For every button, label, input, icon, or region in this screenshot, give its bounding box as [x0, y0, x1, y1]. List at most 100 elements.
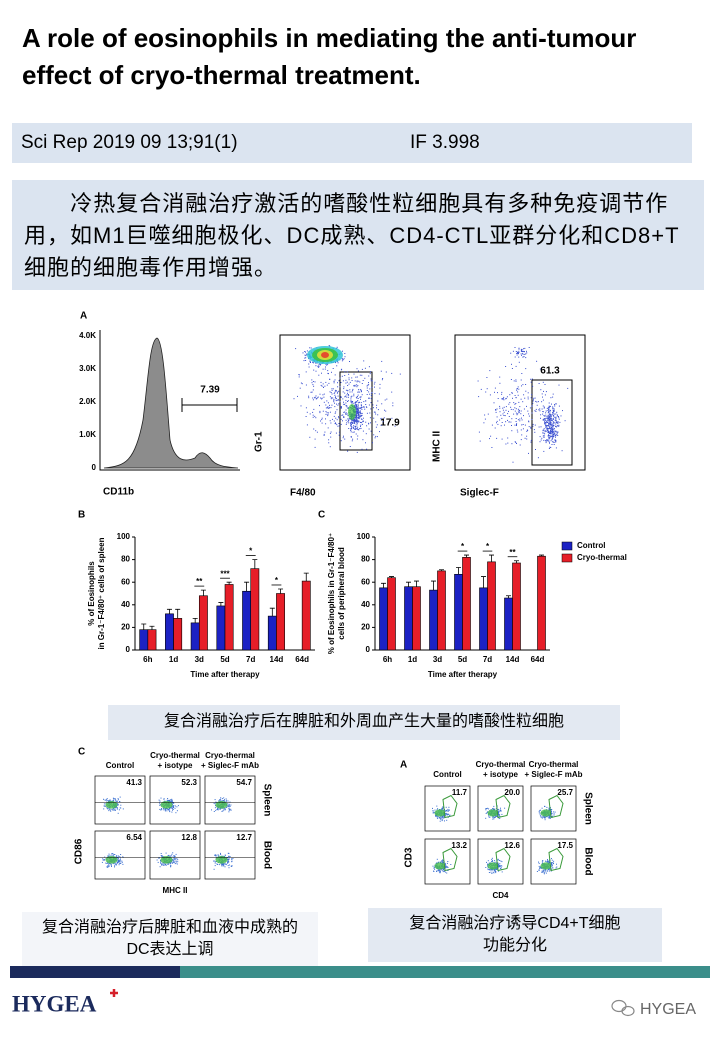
cell-dot [515, 421, 517, 422]
cell-dot [549, 426, 551, 428]
cell-dot [497, 865, 499, 867]
cell-dot [549, 420, 551, 422]
cell-dot [514, 407, 516, 409]
cell-dot [170, 799, 172, 801]
cell-dot [440, 816, 442, 818]
cell-dot [223, 863, 225, 864]
histogram-frame [99, 330, 240, 471]
cell-dot [115, 800, 117, 802]
cell-dot [552, 414, 554, 416]
cell-dot [442, 819, 444, 821]
cell-dot [357, 406, 359, 408]
cell-dot [436, 805, 438, 807]
cell-dot [117, 803, 119, 805]
cell-dot [532, 385, 534, 387]
y-tick-label: 100 [117, 532, 131, 541]
cell-dot [300, 382, 302, 384]
cell-dot [550, 431, 552, 433]
cell-dot [552, 434, 554, 436]
cell-dot [487, 807, 489, 809]
caption: 复合消融治疗后在脾脏和外周血产生大量的嗜酸性粒细胞 [108, 705, 620, 740]
row-label: Spleen [261, 784, 272, 817]
cell-dot [561, 450, 563, 452]
cell-dot [514, 424, 516, 426]
cell-dot [526, 405, 527, 407]
cell-dot [360, 398, 361, 400]
cell-dot [552, 408, 554, 410]
cell-dot [368, 422, 370, 424]
x-tick-label: 3d [433, 655, 442, 664]
cell-dot [559, 421, 561, 423]
cell-dot [442, 861, 444, 863]
cell-dot [108, 863, 110, 864]
cell-dot [174, 855, 176, 857]
cell-dot [376, 404, 378, 406]
cell-dot [114, 865, 116, 867]
cell-dot [221, 863, 223, 865]
cell-dot [221, 810, 223, 812]
cell-dot [446, 866, 448, 868]
cell-dot [489, 370, 491, 372]
cell-dot [548, 441, 550, 443]
cell-dot [549, 862, 551, 864]
x-tick-label: 3d [195, 655, 204, 664]
bar [250, 568, 260, 651]
cell-dot [516, 424, 517, 425]
cell-dot [514, 347, 516, 348]
significance: ** [196, 577, 203, 586]
cell-dot [356, 414, 358, 416]
logo: HYGEA [12, 991, 97, 1016]
cell-dot [360, 405, 362, 407]
cell-dot [552, 429, 554, 431]
cell-dot [539, 441, 541, 443]
cell-dot [215, 809, 217, 811]
x-tick-label: 64d [531, 655, 545, 664]
cell-dot [553, 415, 555, 416]
cell-dot [492, 807, 494, 809]
cell-dot [351, 402, 353, 404]
cell-dot [117, 860, 119, 862]
title: A role of eosinophils in mediating the a… [22, 23, 637, 90]
cell-dot [311, 382, 313, 384]
cell-dot [361, 412, 363, 414]
cell-dot [495, 868, 497, 870]
cell-dot [543, 437, 545, 438]
cell-dot [496, 408, 498, 410]
cell-dot [354, 417, 356, 419]
cell-dot [444, 810, 446, 812]
cell-dot [550, 807, 551, 809]
cell-dot [164, 863, 166, 865]
x-tick-label: 1d [408, 655, 417, 664]
cell-dot [518, 356, 520, 358]
cell-dot [354, 419, 356, 421]
cell-dot [356, 425, 358, 427]
cell-dot [366, 390, 368, 391]
cell-dot [174, 805, 176, 807]
cell-dot [488, 862, 490, 864]
cell-dot [510, 352, 512, 354]
cell-dot [370, 422, 371, 424]
cell-dot [556, 415, 558, 417]
cell-dot [505, 443, 507, 445]
cell-dot [171, 806, 172, 808]
bar [429, 589, 438, 651]
cell-dot [515, 351, 517, 352]
panel-letter: B [78, 510, 85, 521]
cell-dot [357, 410, 359, 412]
cell-dot [298, 374, 300, 376]
cell-dot [530, 426, 532, 428]
cell-dot [497, 423, 499, 425]
cell-dot [508, 410, 509, 412]
cell-dot [340, 382, 342, 383]
cell-dot [320, 384, 322, 386]
cell-dot [335, 362, 336, 364]
cell-dot [544, 871, 546, 873]
cell-dot [553, 411, 554, 413]
cell-dot [334, 423, 336, 425]
cell-dot [321, 422, 323, 424]
cell-dot [437, 815, 439, 817]
cell-dot [541, 393, 543, 395]
cell-dot [553, 813, 555, 815]
cell-dot [169, 808, 171, 810]
cell-dot [220, 853, 222, 855]
